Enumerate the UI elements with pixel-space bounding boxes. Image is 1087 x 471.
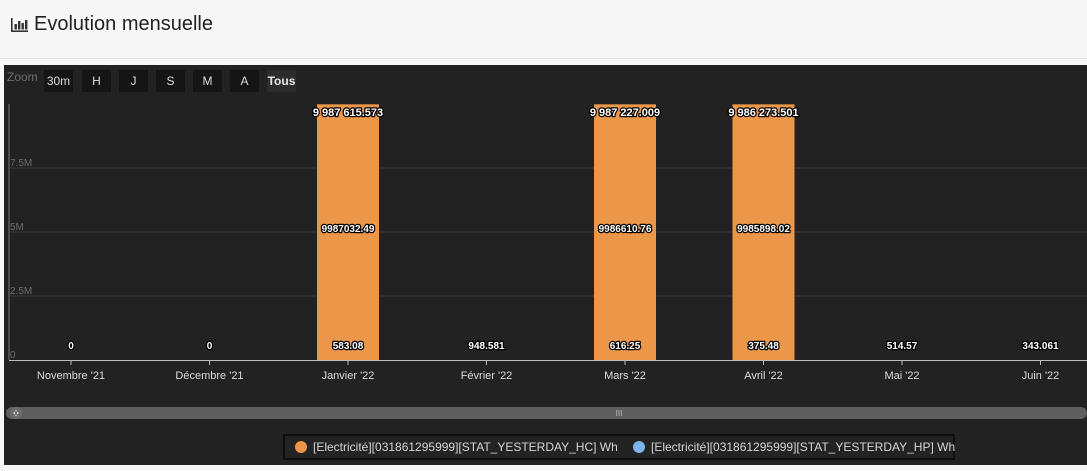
y-tick-label: 2.5M <box>10 286 32 297</box>
navigator-arrows-icon <box>13 410 19 416</box>
x-tick-label: Mai '22 <box>884 370 919 382</box>
legend-dot-hp <box>633 441 645 453</box>
x-tick-label: Juin '22 <box>1022 370 1060 382</box>
x-tick-label: Février '22 <box>461 370 513 382</box>
zoom-all-button[interactable]: Tous <box>267 70 296 92</box>
navigator-handle-left[interactable] <box>10 407 22 419</box>
page-title: Evolution mensuelle <box>34 13 213 35</box>
data-label-middle: 9986610.76 <box>599 224 652 235</box>
x-tick-label: Janvier '22 <box>322 370 375 382</box>
legend-item-hc[interactable]: [Electricité][031861295999][STAT_YESTERD… <box>295 440 618 456</box>
zoom-hour-button[interactable]: H <box>82 70 111 92</box>
zoom-day-button[interactable]: J <box>119 70 148 92</box>
y-tick-label: 5M <box>10 222 24 233</box>
x-tick-label: Avril '22 <box>744 370 783 382</box>
zoom-year-button[interactable]: A <box>230 70 259 92</box>
legend-label-hc: [Electricité][031861295999][STAT_YESTERD… <box>313 440 618 454</box>
data-label-bottom: 375.48 <box>748 341 779 352</box>
zoom-label: Zoom <box>7 70 38 84</box>
legend-label-hp: [Electricité][031861295999][STAT_YESTERD… <box>651 440 956 454</box>
data-label-bottom: 0 <box>68 341 74 352</box>
data-label-total: 9 986 273.501 <box>728 107 798 119</box>
data-label-total: 9 987 227.009 <box>590 107 660 119</box>
zoom-30m-button[interactable]: 30m <box>44 70 73 92</box>
data-label-middle: 9987032.49 <box>322 224 375 235</box>
chart-svg: 0 2.5M 5M 7.5M 0 0 583.08 9987032.49 9 987 615.… <box>6 104 1087 419</box>
page-header: Evolution mensuelle <box>0 0 1087 59</box>
data-label-bottom: 0 <box>207 341 213 352</box>
y-tick-label: 7.5M <box>10 158 32 169</box>
data-label-bottom: 514.57 <box>887 341 918 352</box>
bar-hc[interactable] <box>594 104 656 360</box>
zoom-month-button[interactable]: M <box>193 70 222 92</box>
data-label-bottom: 583.08 <box>333 341 364 352</box>
bar-hc[interactable] <box>732 104 795 360</box>
x-tick-label: Mars '22 <box>604 370 646 382</box>
x-tick-label: Décembre '21 <box>175 370 243 382</box>
y-tick-label: 0 <box>10 350 16 361</box>
legend-item-hp[interactable]: [Electricité][031861295999][STAT_YESTERD… <box>633 440 955 456</box>
navigator-scrollbar[interactable] <box>6 407 1087 419</box>
chart-legend: [Electricité][031861295999][STAT_YESTERD… <box>283 434 955 460</box>
data-label-middle: 9985898.02 <box>737 224 790 235</box>
zoom-week-button[interactable]: S <box>156 70 185 92</box>
legend-dot-hc <box>295 441 307 453</box>
data-label-bottom: 616.25 <box>610 341 641 352</box>
bar-chart-icon <box>11 18 28 32</box>
data-label-bottom: 343.061 <box>1022 341 1059 352</box>
data-label-bottom: 948.581 <box>468 341 505 352</box>
x-tick-label: Novembre '21 <box>37 370 105 382</box>
scrollbar-grip-icon: III <box>616 409 623 418</box>
data-label-total: 9 987 615.573 <box>313 107 383 119</box>
chart-panel: Zoom 30m H J S M A Tous 0 2.5M 5M 7.5M 0 0 58… <box>4 65 1087 465</box>
bar-hc[interactable] <box>317 104 379 360</box>
